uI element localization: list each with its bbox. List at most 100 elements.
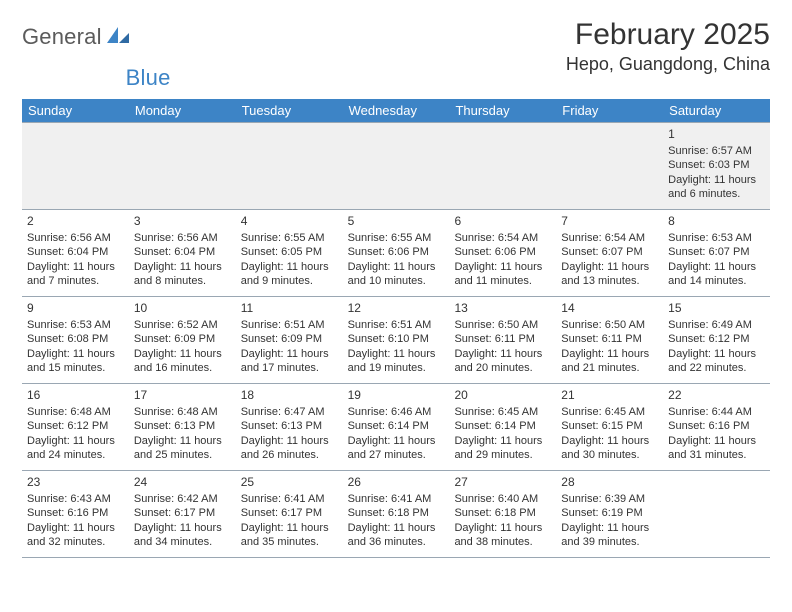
sunset-text: Sunset: 6:13 PM — [241, 419, 338, 433]
sunrise-text: Sunrise: 6:57 AM — [668, 144, 765, 158]
daylight-text: Daylight: 11 hours and 7 minutes. — [27, 260, 124, 288]
day-number: 19 — [348, 388, 445, 403]
day-number: 5 — [348, 214, 445, 229]
day-number: 17 — [134, 388, 231, 403]
daylight-text: Daylight: 11 hours and 34 minutes. — [134, 521, 231, 549]
day-cell: 1Sunrise: 6:57 AMSunset: 6:03 PMDaylight… — [663, 123, 770, 209]
daylight-text: Daylight: 11 hours and 8 minutes. — [134, 260, 231, 288]
weeks-container: 1Sunrise: 6:57 AMSunset: 6:03 PMDaylight… — [22, 122, 770, 558]
day-cell: 21Sunrise: 6:45 AMSunset: 6:15 PMDayligh… — [556, 384, 663, 470]
sunrise-text: Sunrise: 6:45 AM — [561, 405, 658, 419]
sunrise-text: Sunrise: 6:46 AM — [348, 405, 445, 419]
sunrise-text: Sunrise: 6:55 AM — [241, 231, 338, 245]
sunset-text: Sunset: 6:16 PM — [668, 419, 765, 433]
sunset-text: Sunset: 6:04 PM — [27, 245, 124, 259]
sunset-text: Sunset: 6:17 PM — [134, 506, 231, 520]
sunrise-text: Sunrise: 6:40 AM — [454, 492, 551, 506]
day-number: 25 — [241, 475, 338, 490]
day-cell: 19 Sunrise: 6:46 AMSunset: 6:14 PMDayligh… — [343, 384, 450, 470]
sunset-text: Sunset: 6:19 PM — [561, 506, 658, 520]
sunrise-text: Sunrise: 6:50 AM — [454, 318, 551, 332]
week-row: 2Sunrise: 6:56 AMSunset: 6:04 PMDaylight… — [22, 209, 770, 296]
daylight-text: Daylight: 11 hours and 29 minutes. — [454, 434, 551, 462]
daylight-text: Daylight: 11 hours and 15 minutes. — [27, 347, 124, 375]
daylight-text: Daylight: 11 hours and 16 minutes. — [134, 347, 231, 375]
day-cell: 7Sunrise: 6:54 AMSunset: 6:07 PMDaylight… — [556, 210, 663, 296]
empty-cell — [343, 123, 450, 209]
sunset-text: Sunset: 6:17 PM — [241, 506, 338, 520]
day-number: 21 — [561, 388, 658, 403]
daylight-text: Daylight: 11 hours and 17 minutes. — [241, 347, 338, 375]
empty-cell — [236, 123, 343, 209]
day-cell: 9Sunrise: 6:53 AMSunset: 6:08 PMDaylight… — [22, 297, 129, 383]
sunrise-text: Sunrise: 6:49 AM — [668, 318, 765, 332]
calendar-page: General February 2025 Hepo, Guangdong, C… — [0, 0, 792, 612]
day-cell: 13Sunrise: 6:50 AMSunset: 6:11 PMDayligh… — [449, 297, 556, 383]
sunrise-text: Sunrise: 6:56 AM — [27, 231, 124, 245]
day-cell: 2 Sunrise: 6:56 AMSunset: 6:04 PMDaylight… — [22, 210, 129, 296]
day-number: 10 — [134, 301, 231, 316]
sunset-text: Sunset: 6:18 PM — [348, 506, 445, 520]
day-number: 27 — [454, 475, 551, 490]
daylight-text: Daylight: 11 hours and 24 minutes. — [27, 434, 124, 462]
day-number: 2 — [27, 214, 124, 229]
day-cell: 10Sunrise: 6:52 AMSunset: 6:09 PMDayligh… — [129, 297, 236, 383]
day-number: 6 — [454, 214, 551, 229]
empty-cell — [22, 123, 129, 209]
weekday-header: Wednesday — [343, 99, 450, 122]
location: Hepo, Guangdong, China — [566, 54, 770, 75]
daylight-text: Daylight: 11 hours and 38 minutes. — [454, 521, 551, 549]
day-cell: 12Sunrise: 6:51 AMSunset: 6:10 PMDayligh… — [343, 297, 450, 383]
day-number: 3 — [134, 214, 231, 229]
sunrise-text: Sunrise: 6:54 AM — [454, 231, 551, 245]
week-row: 9Sunrise: 6:53 AMSunset: 6:08 PMDaylight… — [22, 296, 770, 383]
day-cell: 25Sunrise: 6:41 AMSunset: 6:17 PMDayligh… — [236, 471, 343, 557]
day-number: 9 — [27, 301, 124, 316]
sunset-text: Sunset: 6:13 PM — [134, 419, 231, 433]
sunrise-text: Sunrise: 6:41 AM — [348, 492, 445, 506]
weekday-header: Tuesday — [236, 99, 343, 122]
sunset-text: Sunset: 6:05 PM — [241, 245, 338, 259]
sunset-text: Sunset: 6:07 PM — [561, 245, 658, 259]
day-cell: 17Sunrise: 6:48 AMSunset: 6:13 PMDayligh… — [129, 384, 236, 470]
sunset-text: Sunset: 6:06 PM — [348, 245, 445, 259]
sunrise-text: Sunrise: 6:50 AM — [561, 318, 658, 332]
week-row: 16Sunrise: 6:48 AMSunset: 6:12 PMDayligh… — [22, 383, 770, 470]
daylight-text: Daylight: 11 hours and 31 minutes. — [668, 434, 765, 462]
weekday-row: SundayMondayTuesdayWednesdayThursdayFrid… — [22, 99, 770, 122]
daylight-text: Daylight: 11 hours and 20 minutes. — [454, 347, 551, 375]
logo-word-blue: Blue — [126, 65, 171, 91]
day-number: 8 — [668, 214, 765, 229]
sunset-text: Sunset: 6:14 PM — [348, 419, 445, 433]
sunset-text: Sunset: 6:06 PM — [454, 245, 551, 259]
daylight-text: Daylight: 11 hours and 39 minutes. — [561, 521, 658, 549]
daylight-text: Daylight: 11 hours and 14 minutes. — [668, 260, 765, 288]
sunrise-text: Sunrise: 6:45 AM — [454, 405, 551, 419]
sunset-text: Sunset: 6:03 PM — [668, 158, 765, 172]
day-number: 26 — [348, 475, 445, 490]
day-number: 22 — [668, 388, 765, 403]
weekday-header: Friday — [556, 99, 663, 122]
sunset-text: Sunset: 6:14 PM — [454, 419, 551, 433]
daylight-text: Daylight: 11 hours and 27 minutes. — [348, 434, 445, 462]
title-block: February 2025 Hepo, Guangdong, China — [566, 18, 770, 75]
sunrise-text: Sunrise: 6:44 AM — [668, 405, 765, 419]
weekday-header: Sunday — [22, 99, 129, 122]
day-cell: 4Sunrise: 6:55 AMSunset: 6:05 PMDaylight… — [236, 210, 343, 296]
sunset-text: Sunset: 6:16 PM — [27, 506, 124, 520]
daylight-text: Daylight: 11 hours and 26 minutes. — [241, 434, 338, 462]
day-number: 13 — [454, 301, 551, 316]
day-cell: 24Sunrise: 6:42 AMSunset: 6:17 PMDayligh… — [129, 471, 236, 557]
sunrise-text: Sunrise: 6:41 AM — [241, 492, 338, 506]
day-cell: 18Sunrise: 6:47 AMSunset: 6:13 PMDayligh… — [236, 384, 343, 470]
day-number: 11 — [241, 301, 338, 316]
sunrise-text: Sunrise: 6:39 AM — [561, 492, 658, 506]
day-number: 24 — [134, 475, 231, 490]
day-number: 18 — [241, 388, 338, 403]
weekday-header: Thursday — [449, 99, 556, 122]
calendar: SundayMondayTuesdayWednesdayThursdayFrid… — [22, 99, 770, 558]
day-number: 16 — [27, 388, 124, 403]
day-cell: 11Sunrise: 6:51 AMSunset: 6:09 PMDayligh… — [236, 297, 343, 383]
sunset-text: Sunset: 6:07 PM — [668, 245, 765, 259]
daylight-text: Daylight: 11 hours and 36 minutes. — [348, 521, 445, 549]
